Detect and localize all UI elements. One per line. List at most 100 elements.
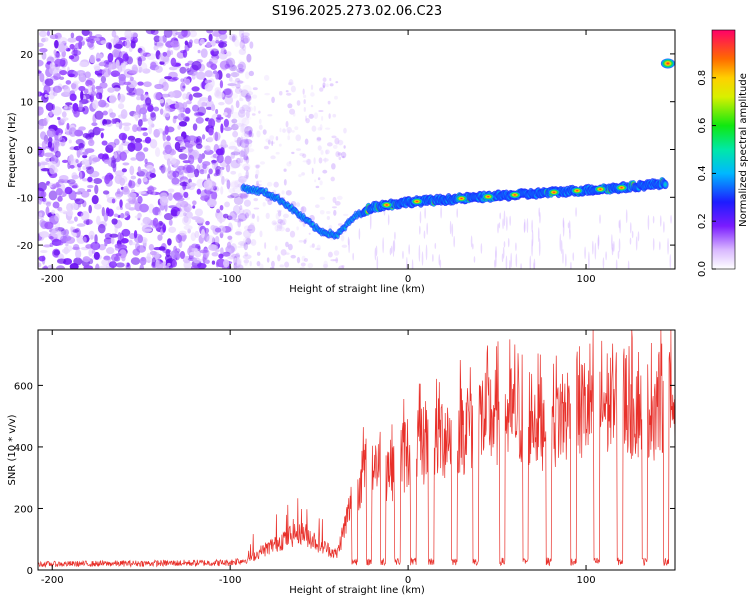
noise-blob [192,92,203,98]
noise-blob [248,129,252,138]
noise-blob [204,83,213,92]
noise-blob [230,151,236,159]
noise-blob [222,213,229,219]
noise-blob [123,185,129,193]
noise-blob [178,153,188,160]
noise-blob [128,70,138,74]
noise-blob [279,264,285,268]
noise-blob [134,88,144,96]
noise-blob [134,215,142,219]
noise-blob [224,95,234,105]
noise-blob [68,190,77,201]
noise-blob [242,44,247,51]
noise-blob [329,77,332,82]
noise-blob [326,215,330,220]
noise-blob [242,209,252,217]
noise-blob [285,90,289,93]
snr-y-ticks: 0 200 400 600 [14,381,675,577]
noise-blob [215,72,220,80]
noise-blob [319,209,325,215]
noise-blob [161,81,169,92]
noise-blob [223,259,230,268]
noise-blob [505,255,508,269]
noise-blob [240,35,250,44]
noise-blob [75,35,84,42]
noise-blob [281,218,287,225]
noise-blob [592,240,594,255]
noise-blob [196,138,201,143]
noise-blob [331,206,337,209]
noise-blob [242,128,251,132]
noise-blob [123,125,130,132]
noise-blob [515,253,518,268]
noise-blob [233,148,240,156]
noise-blob [501,253,504,263]
noise-blob [167,192,173,201]
noise-blob [162,55,169,63]
noise-blob [326,83,329,88]
noise-blob [278,226,285,232]
noise-blob [288,81,294,86]
noise-blob [160,166,169,173]
noise-blob [236,136,242,147]
noise-blob [248,70,255,77]
noise-blob [233,255,238,266]
noise-blob [342,155,345,158]
noise-blob [44,93,48,98]
noise-blob [337,139,344,146]
noise-blob [305,158,312,165]
noise-blob [58,43,65,53]
noise-blob [276,228,279,232]
noise-blob [243,225,251,231]
noise-blob [195,143,203,149]
noise-blob [228,251,235,260]
noise-blob [130,175,137,180]
noise-blob [57,83,63,90]
noise-blob [389,247,392,256]
noise-blob [174,141,181,151]
noise-blob [66,202,74,212]
noise-blob [333,250,340,256]
noise-blob [168,219,173,226]
noise-blob [87,176,93,183]
noise-blob [239,94,242,99]
noise-blob [100,40,108,45]
noise-blob [321,115,324,121]
noise-blob [69,43,75,50]
noise-blob [85,166,92,170]
noise-blob [157,128,164,134]
noise-blob [262,129,267,135]
noise-blob [57,116,61,121]
noise-blob [65,102,73,106]
noise-blob [38,106,44,116]
noise-blob [67,155,74,165]
noise-blob [243,229,252,239]
noise-blob [159,195,169,206]
noise-blob [169,128,174,132]
noise-blob [434,242,437,249]
noise-blob [94,234,98,244]
noise-blob [316,137,322,141]
noise-blob [54,53,61,59]
noise-blob [182,85,186,89]
noise-blob [45,157,52,162]
noise-blob [168,66,178,71]
noise-blob [72,232,77,238]
noise-blob [39,47,48,53]
noise-blob [68,73,75,78]
noise-blob [214,248,220,253]
noise-blob [310,92,315,97]
noise-blob [238,70,244,74]
noise-blob [271,140,274,147]
upper-feature [660,58,675,69]
noise-blob [39,218,46,228]
noise-blob [155,223,161,231]
noise-blob [264,242,267,250]
noise-blob [230,170,237,175]
noise-blob [244,138,250,148]
noise-blob [229,141,236,149]
noise-blob [76,148,81,158]
x-tick-label: -100 [219,575,242,586]
noise-blob [209,48,219,52]
x-tick-label: 0 [405,575,411,586]
